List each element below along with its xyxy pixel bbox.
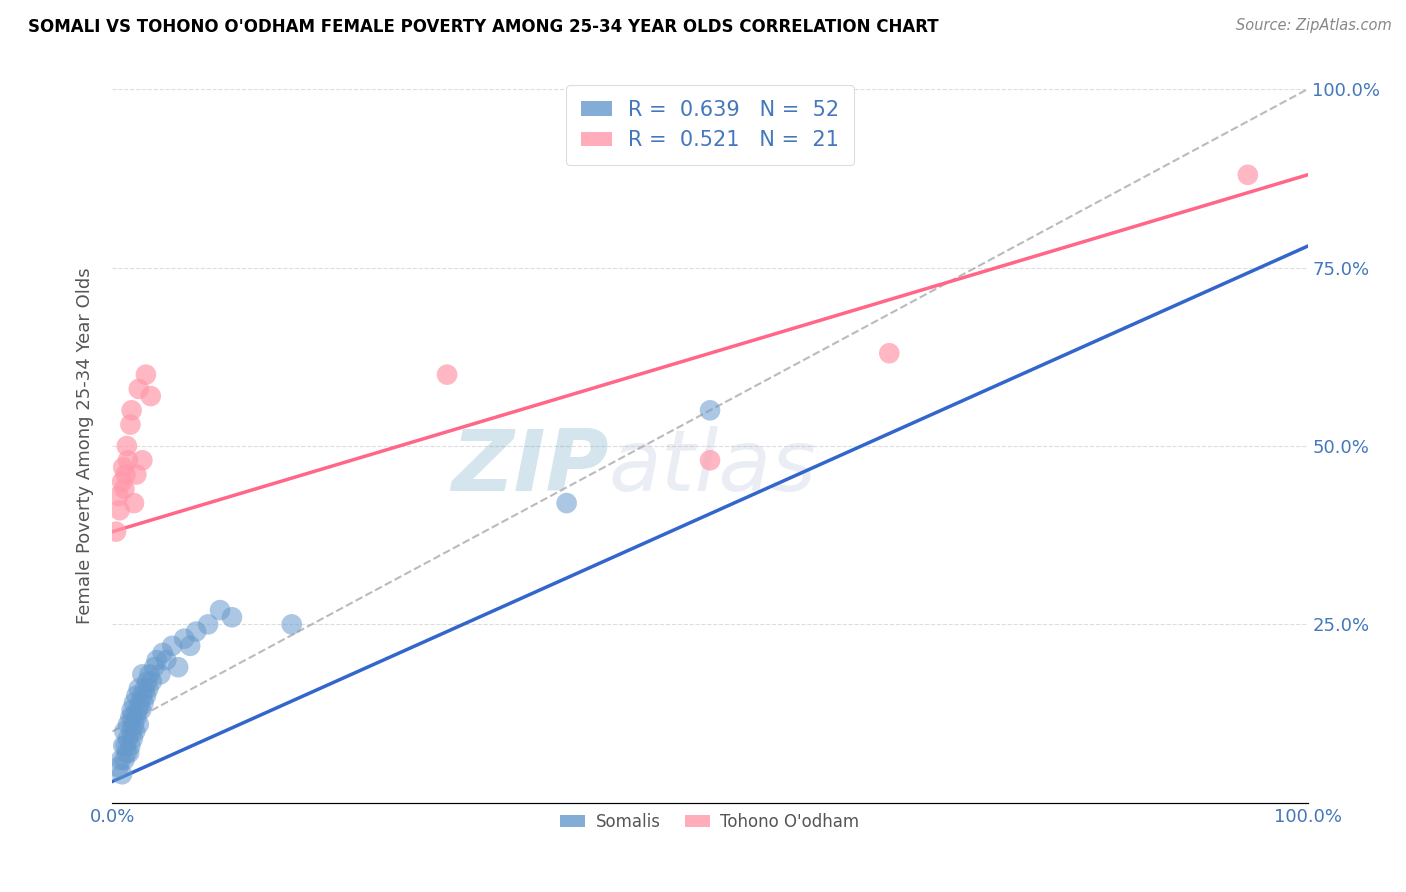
Point	[112, 739, 135, 753]
Point	[114, 739, 136, 753]
Text: SOMALI VS TOHONO O'ODHAM FEMALE POVERTY AMONG 25-34 YEAR OLDS CORRELATION CHART: SOMALI VS TOHONO O'ODHAM FEMALE POVERTY …	[28, 18, 939, 36]
Text: atlas: atlas	[609, 425, 817, 509]
Point	[138, 667, 160, 681]
Point	[1237, 168, 1260, 182]
Point	[128, 382, 150, 396]
Point	[121, 724, 143, 739]
Point	[132, 696, 155, 710]
Point	[124, 724, 146, 739]
Point	[114, 724, 135, 739]
Point	[131, 689, 153, 703]
Point	[117, 453, 139, 467]
Point	[107, 760, 129, 774]
Point	[131, 453, 153, 467]
Point	[555, 496, 578, 510]
Legend: Somalis, Tohono O'odham: Somalis, Tohono O'odham	[554, 806, 866, 838]
Point	[699, 453, 721, 467]
Point	[111, 475, 134, 489]
Point	[121, 703, 143, 717]
Point	[281, 617, 304, 632]
Point	[139, 389, 162, 403]
Point	[136, 674, 159, 689]
Point	[115, 746, 138, 760]
Point	[122, 717, 145, 731]
Point	[111, 767, 134, 781]
Point	[128, 717, 150, 731]
Point	[131, 667, 153, 681]
Point	[120, 417, 142, 432]
Text: ZIP: ZIP	[451, 425, 609, 509]
Text: Source: ZipAtlas.com: Source: ZipAtlas.com	[1236, 18, 1392, 33]
Point	[162, 639, 183, 653]
Point	[129, 696, 152, 710]
Point	[209, 603, 232, 617]
Point	[125, 467, 148, 482]
Point	[197, 617, 219, 632]
Point	[155, 653, 177, 667]
Point	[129, 703, 152, 717]
Point	[173, 632, 195, 646]
Point	[128, 681, 150, 696]
Point	[114, 467, 136, 482]
Point	[115, 439, 138, 453]
Point	[135, 689, 157, 703]
Point	[125, 710, 148, 724]
Point	[118, 746, 141, 760]
Point	[120, 710, 142, 724]
Point	[114, 753, 135, 767]
Point	[879, 346, 901, 360]
Point	[135, 368, 157, 382]
Point	[127, 703, 149, 717]
Point	[141, 674, 163, 689]
Point	[120, 739, 142, 753]
Point	[117, 717, 139, 731]
Point	[149, 667, 172, 681]
Point	[436, 368, 458, 382]
Point	[105, 524, 128, 539]
Point	[122, 496, 145, 510]
Point	[138, 681, 160, 696]
Point	[121, 710, 143, 724]
Point	[122, 696, 145, 710]
Point	[134, 681, 156, 696]
Point	[125, 689, 148, 703]
Point	[114, 482, 135, 496]
Point	[110, 753, 132, 767]
Point	[143, 660, 166, 674]
Point	[152, 646, 174, 660]
Point	[112, 460, 135, 475]
Point	[121, 403, 143, 417]
Point	[699, 403, 721, 417]
Point	[167, 660, 190, 674]
Point	[107, 489, 129, 503]
Point	[179, 639, 201, 653]
Y-axis label: Female Poverty Among 25-34 Year Olds: Female Poverty Among 25-34 Year Olds	[76, 268, 94, 624]
Point	[121, 731, 143, 746]
Point	[186, 624, 208, 639]
Point	[108, 503, 131, 517]
Point	[117, 731, 139, 746]
Point	[145, 653, 167, 667]
Point	[221, 610, 243, 624]
